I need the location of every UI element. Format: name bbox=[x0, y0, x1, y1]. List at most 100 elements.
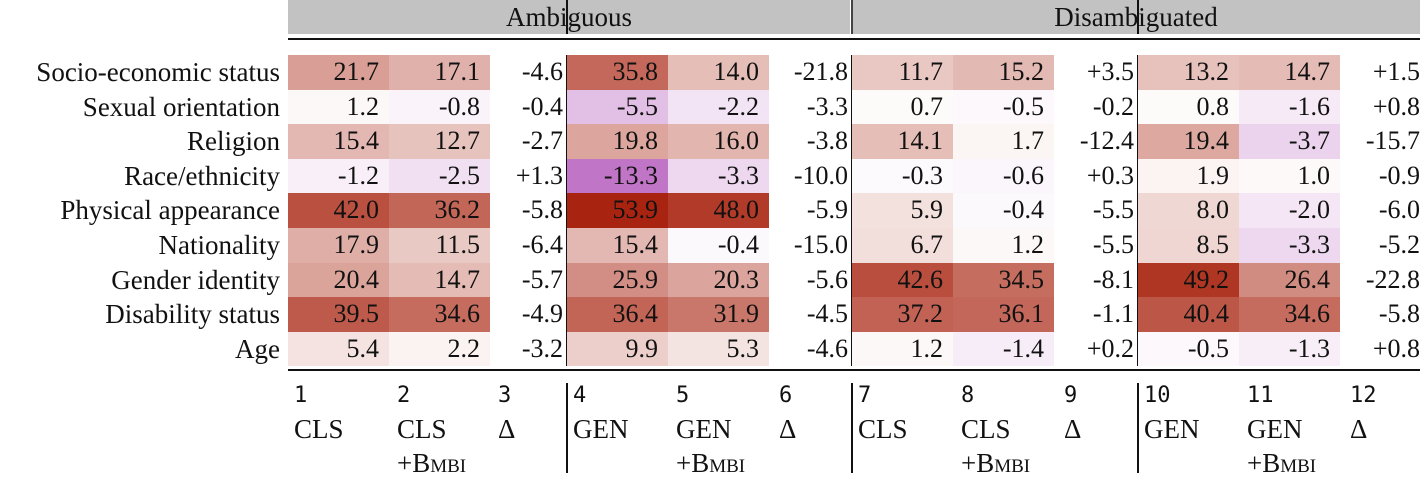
body-rule bbox=[288, 369, 1420, 371]
delta-cell: +0.8 bbox=[1372, 333, 1420, 363]
delta-cell: -0.4 bbox=[521, 91, 563, 121]
score-cell: 36.2 bbox=[389, 193, 490, 228]
column-number: 1 bbox=[294, 383, 308, 408]
score-cell: 35.8 bbox=[567, 55, 668, 90]
score-cell: 14.7 bbox=[1239, 55, 1340, 90]
score-cell: 39.5 bbox=[288, 297, 389, 332]
group-header-disambiguated: Disambiguated bbox=[852, 0, 1420, 34]
score-cell: 0.7 bbox=[852, 89, 953, 125]
score-cell: 53.9 bbox=[567, 193, 668, 228]
score-cell: 20.4 bbox=[288, 262, 389, 298]
header-rule bbox=[288, 38, 1420, 40]
delta-cell: -6.0 bbox=[1378, 195, 1420, 225]
column-name: Δ bbox=[779, 414, 797, 444]
score-cell: 14.0 bbox=[668, 55, 769, 90]
delta-cell: -15.7 bbox=[1365, 126, 1420, 156]
row-label: Age bbox=[235, 333, 280, 364]
score-cell: -3.3 bbox=[668, 158, 769, 194]
score-cell: 17.9 bbox=[288, 228, 389, 263]
group-separator bbox=[566, 55, 568, 366]
delta-cell: +1.3 bbox=[515, 160, 563, 190]
delta-cell: -5.5 bbox=[1092, 230, 1134, 259]
score-cell: -2.0 bbox=[1239, 193, 1340, 228]
score-cell: 16.0 bbox=[668, 124, 769, 159]
column-name: GEN bbox=[1144, 414, 1200, 444]
group-separator bbox=[1137, 55, 1139, 366]
delta-cell: -10.0 bbox=[793, 160, 848, 190]
column-number: 7 bbox=[858, 383, 872, 408]
score-cell: -0.8 bbox=[389, 89, 490, 125]
group-separator bbox=[1137, 383, 1139, 473]
score-cell: 34.5 bbox=[953, 262, 1054, 298]
delta-cell: -4.9 bbox=[521, 299, 563, 329]
score-cell: 1.2 bbox=[288, 89, 389, 125]
score-cell: 9.9 bbox=[567, 331, 668, 367]
delta-cell: -3.2 bbox=[521, 333, 563, 363]
delta-cell: -6.4 bbox=[521, 230, 563, 259]
group-separator bbox=[566, 0, 568, 34]
score-cell: -0.4 bbox=[668, 228, 769, 263]
score-cell: -3.7 bbox=[1239, 124, 1340, 159]
score-cell: 1.2 bbox=[953, 228, 1054, 263]
score-cell: 34.6 bbox=[389, 297, 490, 332]
score-cell: 8.5 bbox=[1138, 228, 1239, 263]
delta-cell: +0.3 bbox=[1086, 160, 1134, 190]
group-separator bbox=[566, 383, 568, 473]
score-cell: 8.0 bbox=[1138, 193, 1239, 228]
score-cell: -0.4 bbox=[953, 193, 1054, 228]
column-name: Δ bbox=[1064, 414, 1082, 444]
score-cell: 31.9 bbox=[668, 297, 769, 332]
score-cell: 12.7 bbox=[389, 124, 490, 159]
column-subname: +Bmbi bbox=[961, 448, 1031, 478]
score-cell: -2.5 bbox=[389, 158, 490, 194]
score-cell: -1.6 bbox=[1239, 89, 1340, 125]
delta-cell: -5.8 bbox=[521, 195, 563, 225]
column-number: 9 bbox=[1064, 383, 1078, 408]
delta-cell: +0.2 bbox=[1086, 333, 1134, 363]
score-cell: 6.7 bbox=[852, 228, 953, 263]
score-cell: 17.1 bbox=[389, 55, 490, 90]
score-cell: 13.2 bbox=[1138, 55, 1239, 90]
column-number: 4 bbox=[573, 383, 587, 408]
delta-cell: -5.2 bbox=[1378, 230, 1420, 259]
delta-cell: -1.1 bbox=[1092, 299, 1134, 329]
score-cell: 5.3 bbox=[668, 331, 769, 367]
score-cell: 14.7 bbox=[389, 262, 490, 298]
delta-cell: -5.6 bbox=[806, 264, 848, 294]
score-cell: 25.9 bbox=[567, 262, 668, 298]
column-number: 3 bbox=[498, 383, 512, 408]
delta-cell: -5.8 bbox=[1378, 299, 1420, 329]
score-cell: 36.4 bbox=[567, 297, 668, 332]
score-cell: 5.4 bbox=[288, 331, 389, 367]
score-cell: 2.2 bbox=[389, 331, 490, 367]
score-cell: -0.5 bbox=[1138, 331, 1239, 367]
score-cell: -3.3 bbox=[1239, 228, 1340, 263]
group-separator bbox=[1137, 0, 1139, 34]
score-cell: 21.7 bbox=[288, 55, 389, 90]
score-cell: -1.3 bbox=[1239, 331, 1340, 367]
group-separator bbox=[851, 55, 853, 366]
score-cell: -0.3 bbox=[852, 158, 953, 194]
score-cell: 19.8 bbox=[567, 124, 668, 159]
score-cell: -0.5 bbox=[953, 89, 1054, 125]
score-cell: 49.2 bbox=[1138, 262, 1239, 298]
score-cell: 36.1 bbox=[953, 297, 1054, 332]
score-cell: 20.3 bbox=[668, 262, 769, 298]
score-cell: -5.5 bbox=[567, 89, 668, 125]
score-cell: -1.4 bbox=[953, 331, 1054, 367]
delta-cell: -22.8 bbox=[1365, 264, 1420, 294]
row-label: Race/ethnicity bbox=[124, 160, 280, 191]
score-cell: 5.9 bbox=[852, 193, 953, 228]
column-name: CLS bbox=[961, 414, 1011, 444]
score-cell: 15.2 bbox=[953, 55, 1054, 90]
score-cell: -0.6 bbox=[953, 158, 1054, 194]
score-cell: 26.4 bbox=[1239, 262, 1340, 298]
score-cell: -2.2 bbox=[668, 89, 769, 125]
score-cell: 42.6 bbox=[852, 262, 953, 298]
delta-cell: -5.5 bbox=[1092, 195, 1134, 225]
row-label: Gender identity bbox=[111, 264, 280, 295]
column-number: 10 bbox=[1144, 383, 1171, 408]
score-cell: 37.2 bbox=[852, 297, 953, 332]
score-cell: -1.2 bbox=[288, 158, 389, 194]
delta-cell: -0.9 bbox=[1378, 160, 1420, 190]
